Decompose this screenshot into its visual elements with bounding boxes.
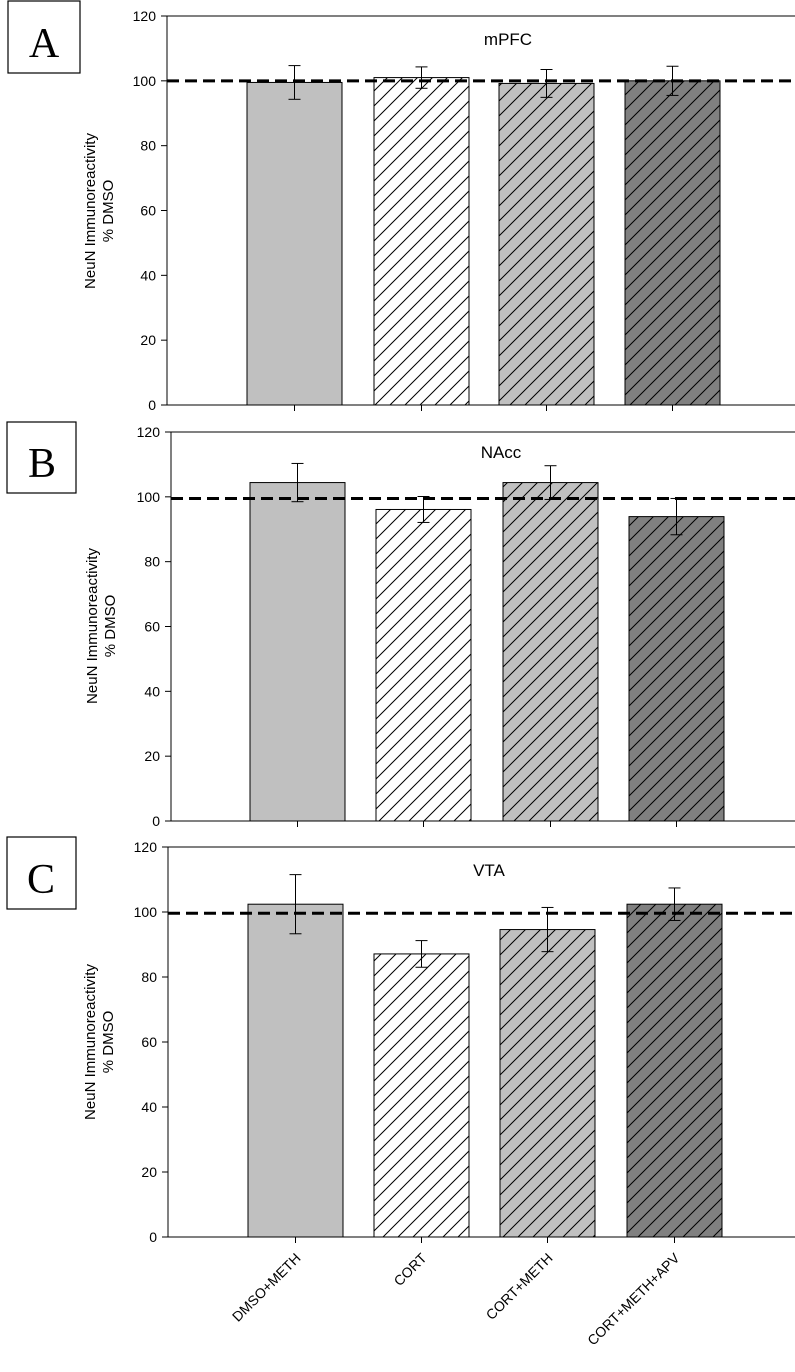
y-tick-label: 0 bbox=[149, 1229, 157, 1245]
y-tick-label: 0 bbox=[152, 813, 160, 829]
y-tick-label: 100 bbox=[133, 73, 157, 89]
panel-label: B bbox=[28, 441, 56, 487]
bar-hatch bbox=[499, 83, 594, 405]
error-bar bbox=[288, 65, 301, 100]
error-bar bbox=[289, 874, 302, 935]
bar-cort-meth-apv bbox=[628, 516, 725, 822]
bar-dmso-meth bbox=[246, 81, 343, 406]
category-label: CORT+METH bbox=[483, 1250, 556, 1323]
panel-label-box bbox=[6, 836, 77, 910]
y-tick-label: 100 bbox=[137, 489, 161, 505]
bar-cort-meth-apv bbox=[624, 80, 721, 406]
error-bar bbox=[541, 906, 554, 953]
error-bar bbox=[540, 68, 553, 98]
bar-hatch bbox=[627, 904, 722, 1237]
panel-c: C 0 20 40 60 80 100 120 NeuN Immunoreactivity% D… bbox=[6, 836, 795, 1348]
category-label: DMSO+METH bbox=[229, 1250, 304, 1325]
bar-cort bbox=[373, 77, 470, 406]
panel-title: NAcc bbox=[481, 443, 522, 462]
panel-label: A bbox=[29, 21, 60, 67]
panel-b: B 0 20 40 60 80 100 120 NeuN Immunoreactivity% D… bbox=[6, 421, 795, 829]
y-tick-label: 80 bbox=[141, 969, 157, 985]
y-tick-label: 120 bbox=[137, 424, 161, 440]
bar-cort bbox=[375, 508, 472, 822]
bar-dmso-meth bbox=[247, 903, 344, 1238]
panel-title: mPFC bbox=[484, 30, 532, 49]
bar-hatch bbox=[629, 516, 724, 821]
y-tick-label: 60 bbox=[140, 203, 156, 219]
y-tick-label: 80 bbox=[140, 138, 156, 154]
bar-fill bbox=[247, 82, 342, 406]
bar-hatch bbox=[376, 509, 471, 821]
error-bar bbox=[668, 887, 681, 921]
y-tick-label: 40 bbox=[144, 683, 160, 699]
y-axis-label: NeuN Immunoreactivity% DMSO bbox=[84, 548, 119, 704]
y-tick-label: 20 bbox=[141, 1164, 157, 1180]
panel-label-box bbox=[6, 421, 77, 494]
bar-dmso-meth bbox=[249, 482, 346, 822]
bar-cort bbox=[373, 953, 470, 1238]
bar-hatch bbox=[625, 80, 720, 405]
bar-hatch bbox=[500, 929, 595, 1237]
bar-fill bbox=[250, 482, 345, 821]
bar-fill bbox=[248, 904, 343, 1237]
error-bar bbox=[415, 940, 428, 968]
y-tick-label: 120 bbox=[133, 8, 157, 24]
error-bar bbox=[415, 66, 428, 89]
y-tick-label: 100 bbox=[134, 904, 158, 920]
y-tick-label: 60 bbox=[144, 619, 160, 635]
y-axis-label: NeuN Immunoreactivity% DMSO bbox=[82, 133, 117, 289]
bar-cort-meth-apv bbox=[626, 903, 723, 1238]
y-tick-label: 20 bbox=[140, 332, 156, 348]
bar-hatch bbox=[503, 482, 598, 821]
error-bar bbox=[291, 462, 304, 503]
bar-cort-meth bbox=[498, 82, 595, 406]
bar-hatch bbox=[374, 77, 469, 405]
panel-a: A 0 20 40 60 80 100 120 NeuN Immunoreactivity% D… bbox=[7, 0, 795, 413]
error-bar bbox=[417, 496, 430, 523]
y-tick-label: 40 bbox=[140, 267, 156, 283]
y-tick-label: 60 bbox=[141, 1034, 157, 1050]
panel-label: C bbox=[27, 857, 55, 903]
panel-title: VTA bbox=[473, 861, 505, 880]
y-tick-label: 80 bbox=[144, 554, 160, 570]
bar-cort-meth bbox=[499, 929, 596, 1238]
y-tick-label: 20 bbox=[144, 748, 160, 764]
bar-cort-meth bbox=[502, 482, 599, 822]
y-axis-label: NeuN Immunoreactivity% DMSO bbox=[82, 964, 117, 1120]
y-tick-label: 40 bbox=[141, 1099, 157, 1115]
y-tick-label: 0 bbox=[148, 397, 156, 413]
category-label: CORT bbox=[390, 1249, 429, 1288]
bar-hatch bbox=[374, 953, 469, 1237]
panel-label-box bbox=[7, 0, 81, 74]
y-tick-label: 120 bbox=[134, 839, 158, 855]
category-label: CORT+METH+APV bbox=[584, 1249, 683, 1348]
